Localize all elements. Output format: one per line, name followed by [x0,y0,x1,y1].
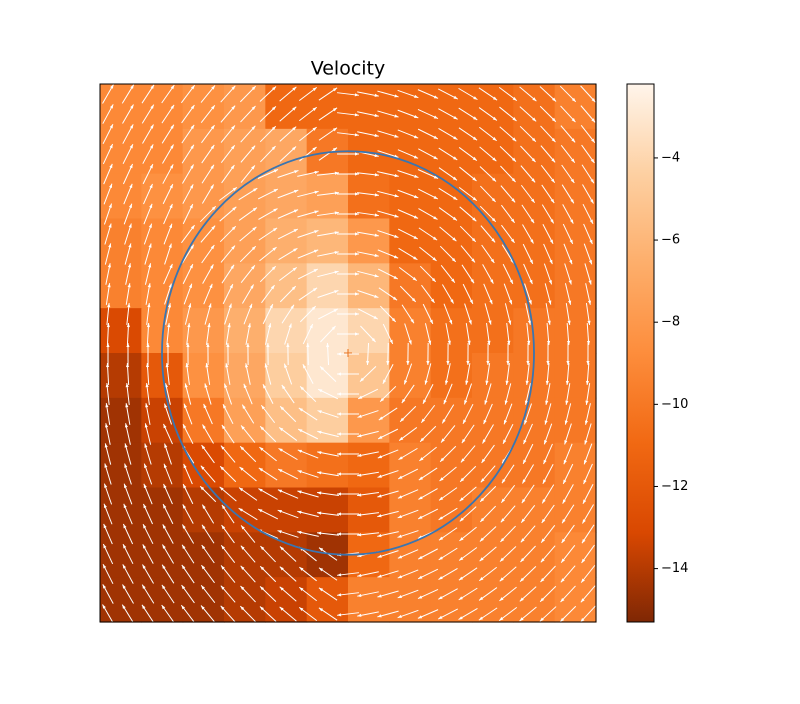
heat-cell [265,308,307,353]
heat-cell [265,577,307,622]
heat-cell [389,488,431,533]
heat-cell [555,443,597,488]
colorbar-tick-label: −6 [661,233,680,248]
heat-cell [555,353,597,398]
heat-cell [307,577,349,622]
heat-cell [348,263,390,308]
heat-cell [389,84,431,129]
heat-cell [224,398,266,443]
heat-cell [555,308,597,353]
heat-cell [100,129,142,174]
heat-cell [307,353,349,398]
heat-cell [555,129,597,174]
heat-cell [307,443,349,488]
colorbar-tick-label: −10 [661,397,688,412]
heat-cell [431,488,473,533]
heat-cell [389,353,431,398]
heat-cell [348,353,390,398]
heat-cell [348,577,390,622]
heat-cell [141,129,183,174]
heat-cell [348,219,390,264]
chart-title: Velocity [311,58,386,80]
heat-cell [389,443,431,488]
heat-cell [431,308,473,353]
heat-cell [555,174,597,219]
heat-cell [100,84,142,129]
colorbar-tick-label: −4 [661,150,680,165]
heat-cell [265,532,307,577]
heat-cell [513,443,555,488]
heat-cell [513,84,555,129]
heat-cell [348,84,390,129]
heat-cell [141,219,183,264]
heat-cell [472,84,514,129]
heat-cell [472,129,514,174]
heat-cell [472,532,514,577]
heat-cell [265,398,307,443]
heat-cell [431,84,473,129]
heat-cell [389,308,431,353]
heat-cell [513,398,555,443]
colorbar-tick-label: −8 [661,315,680,330]
heat-cell [141,174,183,219]
heat-cell [307,219,349,264]
heat-cell [224,577,266,622]
heat-cell [224,308,266,353]
heat-cell [141,398,183,443]
heat-cell [183,263,225,308]
heat-cell [513,577,555,622]
heat-cell [183,353,225,398]
heat-cell [431,353,473,398]
heat-cell [348,443,390,488]
heat-cell [472,443,514,488]
heat-cell [183,84,225,129]
heat-cell [265,488,307,533]
heat-cell [183,129,225,174]
heat-cell [307,263,349,308]
heat-cell [431,577,473,622]
heat-cell [224,353,266,398]
heat-cell [141,263,183,308]
heat-cell [472,263,514,308]
heat-cell [141,532,183,577]
heat-cell [141,443,183,488]
heat-cell [100,353,142,398]
heat-cell [100,308,142,353]
heat-cell [472,577,514,622]
colorbar-tick-label: −12 [661,479,688,494]
heat-cell [141,577,183,622]
heat-cell [472,398,514,443]
colorbar-tick-label: −14 [661,561,688,576]
heat-cell [431,443,473,488]
heat-cell [224,443,266,488]
heat-cell [389,263,431,308]
colorbar [627,84,654,622]
heat-cell [100,577,142,622]
colorbar-ticks: −4 −6 −8 −10 −12 −14 [654,150,688,576]
heat-cell [265,443,307,488]
heat-cell [472,174,514,219]
heat-cell [513,532,555,577]
heat-cell [555,577,597,622]
heat-cell [100,174,142,219]
